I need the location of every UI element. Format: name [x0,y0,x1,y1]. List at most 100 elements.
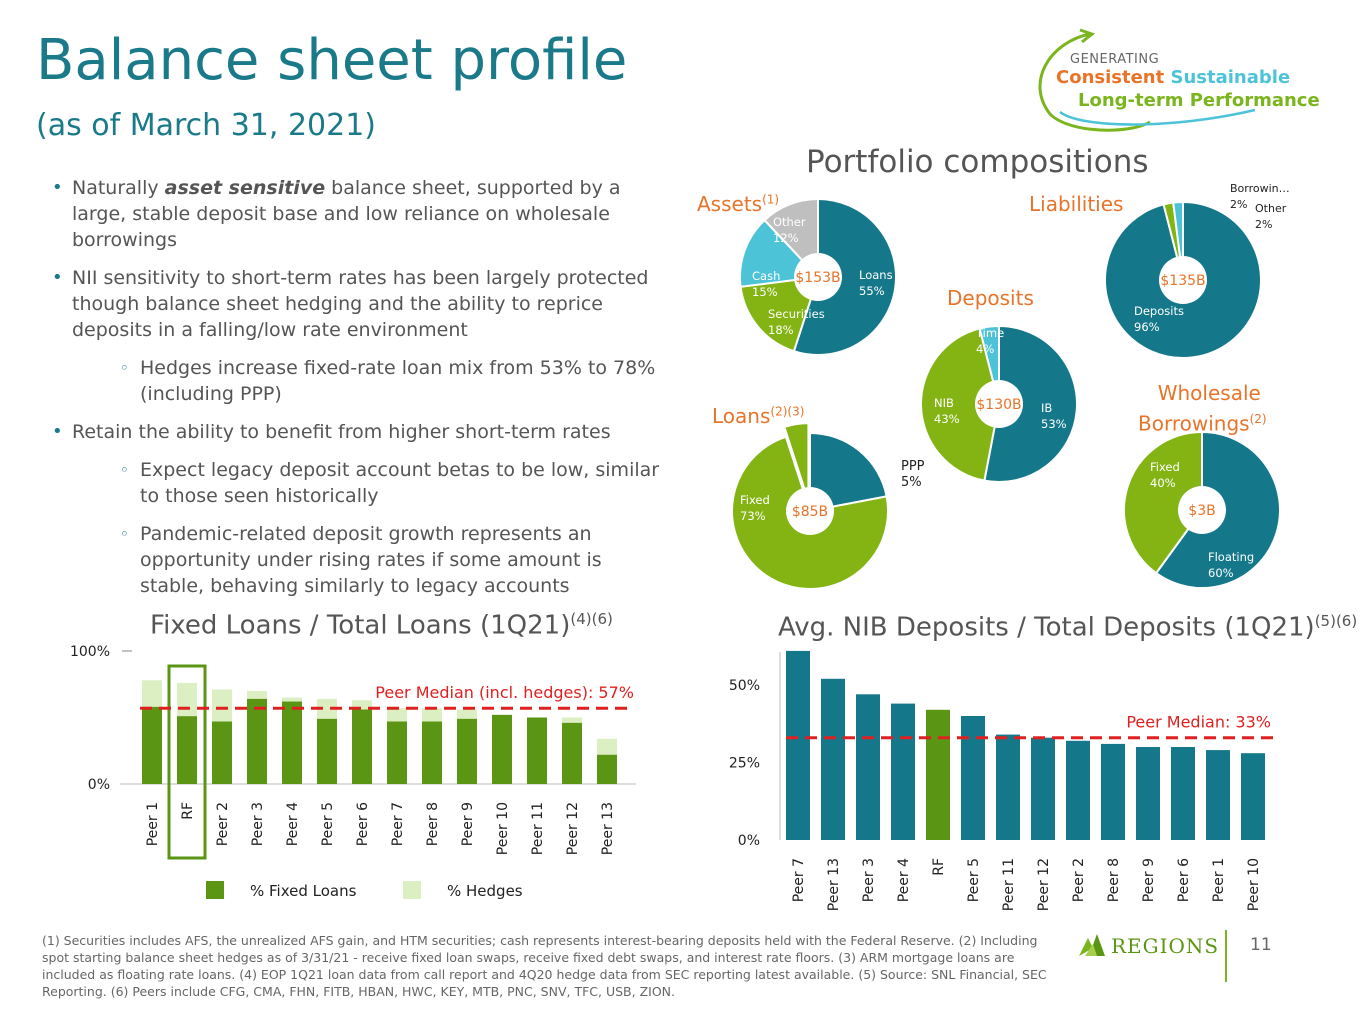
nib-bar [1171,747,1195,840]
wholesale-slice-label-1: Fixed [1150,460,1180,474]
fixed-loans-bar [457,718,477,784]
fixed-hedge-bar [142,680,162,707]
fixed-category-label: Peer 5 [320,802,336,846]
nib-bar [1241,753,1265,840]
bullet-3: Retain the ability to benefit from highe… [52,419,662,445]
nib-category-label: Peer 1 [1211,858,1227,902]
fixed-category-label: Peer 9 [460,802,476,846]
deposits-total: $130B [976,397,1021,413]
fixed-peer-median-label: Peer Median (incl. hedges): 57% [375,683,634,702]
deposits-slice-label-2: Time [975,326,1004,340]
fixed-hedge-bar [282,697,302,702]
nib-category-label: Peer 6 [1176,858,1192,902]
nib-category-label: Peer 5 [966,858,982,902]
liabilities-slice-pct-1: 2% [1230,198,1247,211]
fixed-category-label: Peer 1 [145,802,161,846]
fixed-category-label: Peer 4 [285,802,301,846]
nib-category-label: Peer 9 [1141,858,1157,902]
assets-slice-pct-0: 55% [859,284,885,298]
fixed-category-label: Peer 7 [390,802,406,846]
generating-logo: GENERATING Consistent Sustainable Long-t… [1020,22,1320,132]
fixed-category-label: Peer 2 [215,802,231,846]
bullet-3-sub-2: Pandemic-related deposit growth represen… [120,521,662,599]
bullet-3-sub-1: Expect legacy deposit account betas to b… [120,457,662,509]
loans-slice-0 [809,431,888,513]
nib-category-label: Peer 2 [1071,858,1087,902]
nib-bar [1206,750,1230,840]
fixed-hedge-bar [457,709,477,719]
fixed-loans-bar [422,721,442,784]
page-subtitle: (as of March 31, 2021) [36,108,376,143]
loans-slice-2 [783,422,810,502]
logo-sustainable: Sustainable [1170,67,1291,88]
page-number: 11 [1250,935,1272,955]
loans-label: Loans(2)(3) [712,404,805,428]
nib-bar [1066,740,1090,840]
deposits-center [975,380,1023,428]
loans-slice-label-1: Fixed [740,493,770,507]
fixed-hedge-bar [387,708,407,722]
assets-slice-0 [792,197,897,356]
liabilities-slice-2 [1172,200,1184,281]
fixed-loans-bar [352,709,372,784]
bullet-2: NII sensitivity to short-term rates has … [52,265,662,343]
assets-label: Assets(1) [697,192,780,216]
fixed-hedge-bar [212,689,232,722]
nib-category-label: Peer 10 [1246,858,1262,911]
nib-category-label: Peer 11 [1001,858,1017,911]
footnote: (1) Securities includes AFS, the unreali… [42,933,1047,999]
logo-swoosh-icon [1038,28,1256,132]
assets-slice-label-0: Loans [859,268,893,282]
fixed-chart-title: Fixed Loans / Total Loans (1Q21)(4)(6) [150,610,613,641]
fixed-loans-bar [317,718,337,784]
liabilities-slice-1 [1162,201,1184,281]
bullet-1-emphasis: asset sensitive [164,177,326,199]
wholesale-slice-pct-0: 60% [1208,566,1234,580]
wholesale-slice-1 [1123,430,1203,575]
liabilities-center [1159,256,1207,304]
assets-slice-label-1: Securities [768,307,825,321]
fixed-y-tick-0: 0% [88,777,110,793]
nib-y-tick: 50% [729,678,760,694]
loans-slice-pct-2: 5% [901,475,922,490]
regions-wordmark: REGIONS [1111,934,1220,958]
nib-peer-median-label: Peer Median: 33% [1126,713,1271,732]
deposits-slice-0 [983,324,1079,483]
fixed-highlight-box [167,664,207,860]
nib-category-label: Peer 8 [1106,858,1122,902]
logo-consistent: Consistent [1056,67,1165,88]
nib-category-label: Peer 13 [826,858,842,911]
deposits-slice-pct-0: 53% [1041,417,1067,431]
fixed-loans-bar [527,717,547,784]
deposits-slice-pct-2: 4% [976,342,994,356]
fixed-loans-bar [212,721,232,784]
liabilities-slice-label-0: Deposits [1134,304,1184,318]
assets-center [794,253,842,301]
loans-slice-1 [731,435,889,590]
nib-category-label: Peer 4 [896,858,912,902]
loans-slice-label-0: Floating [836,533,882,547]
assets-slice-2 [739,218,821,288]
legend-hedges-label: % Hedges [447,882,523,900]
liabilities-slice-pct-0: 96% [1134,320,1160,334]
fixed-category-label: Peer 11 [530,802,546,855]
nib-category-label: RF [931,858,947,876]
fixed-hedge-bar [247,690,267,699]
fixed-category-label: Peer 13 [600,802,616,855]
legend-fixed-swatch [206,881,224,899]
legend-hedges-swatch [403,881,421,899]
page-title: Balance sheet profile [36,28,628,93]
legend-fixed-label: % Fixed Loans [250,882,357,900]
wholesale-center [1178,486,1226,534]
fixed-hedge-bar [317,698,337,719]
fixed-hedge-bar [562,717,582,723]
nib-bar [926,709,950,840]
fixed-loans-bar [142,706,162,784]
assets-total: $153B [795,270,840,286]
fixed-loans-bar [562,722,582,784]
fixed-hedge-bar [597,738,617,755]
nib-chart-title: Avg. NIB Deposits / Total Deposits (1Q21… [778,612,1358,643]
bullet-1: Naturally asset sensitive balance sheet,… [52,175,662,253]
nib-bar [891,703,915,840]
fixed-y-tick-100: 100% [70,644,110,660]
